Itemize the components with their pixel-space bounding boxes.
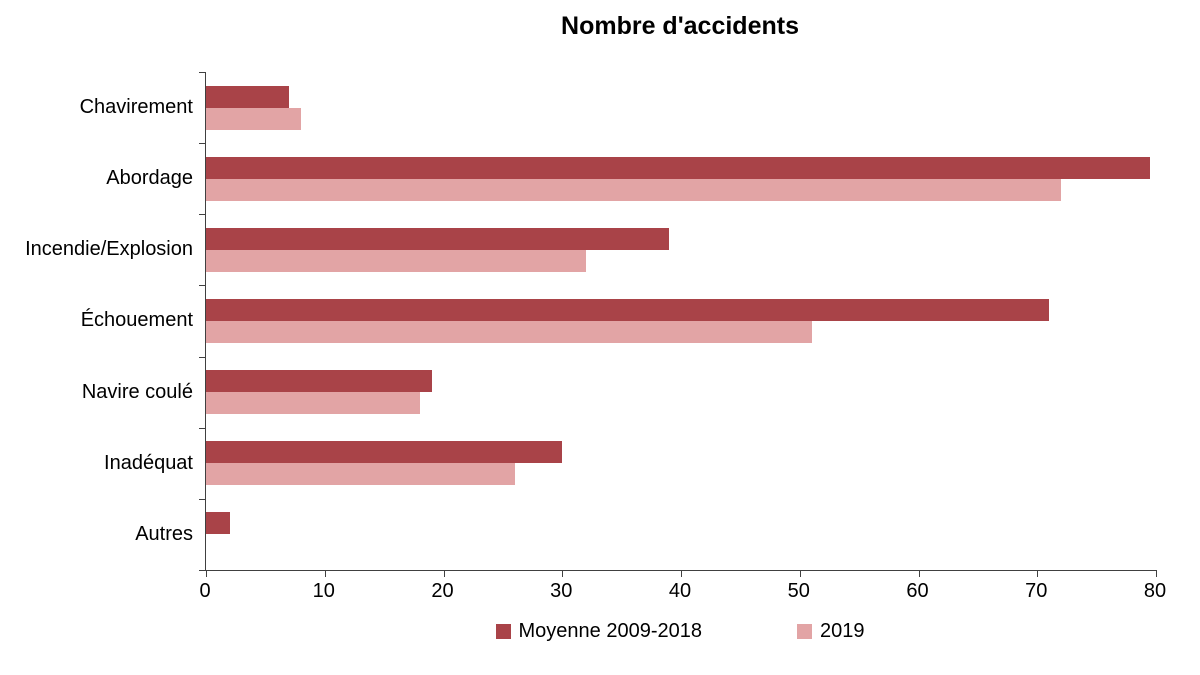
bar-series-1-1 (206, 178, 1061, 201)
legend: Moyenne 2009-2018 2019 (205, 620, 1155, 643)
y-axis-tick (199, 427, 206, 429)
bar-series-0-0 (206, 85, 290, 108)
x-axis-tick-label: 40 (668, 580, 692, 602)
x-axis-tick (443, 570, 445, 577)
bar-series-0-1 (206, 156, 1151, 179)
bar-group (206, 499, 1156, 570)
x-axis-tick (324, 570, 326, 577)
x-axis-tick (206, 570, 207, 577)
bar-group (206, 428, 1156, 499)
bar-group (206, 143, 1156, 214)
y-axis-tick (199, 498, 206, 500)
bar-group (206, 285, 1156, 356)
x-axis-tick-label: 30 (550, 580, 573, 602)
bar-series-0-4 (206, 370, 432, 393)
legend-swatch-icon (495, 624, 511, 639)
category-label: Échouement (80, 309, 193, 332)
legend-item-0: Moyenne 2009-2018 (495, 620, 702, 643)
x-axis-tick (1037, 570, 1039, 577)
legend-item-1: 2019 (796, 620, 865, 643)
y-axis-tick (199, 570, 206, 571)
bar-series-1-4 (206, 392, 420, 415)
bar-group (206, 214, 1156, 285)
plot-area (199, 72, 1157, 577)
bar-series-1-0 (206, 107, 301, 130)
x-axis-tick-label: 80 (1143, 580, 1167, 602)
y-axis-tick (199, 143, 206, 145)
x-axis-tick-label: 70 (1025, 580, 1048, 602)
y-axis-tick (199, 72, 206, 73)
bar-series-1-5 (206, 463, 515, 486)
x-axis-tick (681, 570, 682, 577)
category-label: Navire coulé (81, 380, 193, 403)
bar-series-0-6 (206, 512, 230, 535)
category-label: Inadéquat (104, 451, 193, 474)
x-axis-tick-label: 0 (199, 580, 211, 602)
x-axis-tick-label: 10 (312, 580, 335, 602)
category-label: Abordage (106, 167, 193, 190)
x-axis-tick (1156, 570, 1157, 577)
y-axis-tick (199, 285, 206, 287)
category-label: Autres (135, 522, 193, 545)
bar-series-1-3 (206, 320, 812, 343)
bar-group (206, 72, 1156, 143)
x-axis-tick-label: 50 (787, 580, 810, 602)
bar-series-1-2 (206, 249, 586, 272)
x-axis-tick (918, 570, 920, 577)
bar-group (206, 357, 1156, 428)
legend-swatch-icon (796, 624, 812, 639)
category-axis-labels: Chavirement Abordage Incendie/Explosion Éch… (0, 72, 193, 570)
bar-series-0-3 (206, 298, 1050, 321)
x-axis-tick (562, 570, 564, 577)
category-label: Incendie/Explosion (25, 238, 193, 261)
x-axis-tick-label: 60 (906, 580, 929, 602)
chart-title: Nombre d'accidents (561, 12, 799, 40)
y-axis-tick (199, 356, 206, 358)
bar-series-0-5 (206, 441, 563, 464)
legend-label: 2019 (819, 620, 865, 642)
category-label: Chavirement (79, 96, 193, 119)
bar-series-0-2 (206, 227, 670, 250)
legend-label: Moyenne 2009-2018 (518, 620, 702, 642)
y-axis-tick (199, 214, 206, 216)
x-axis-tick (799, 570, 801, 577)
x-axis-tick-label: 20 (431, 580, 454, 602)
